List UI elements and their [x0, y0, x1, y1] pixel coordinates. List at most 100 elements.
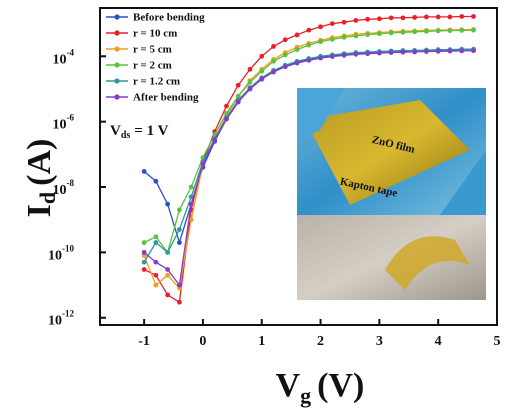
data-point — [153, 283, 158, 288]
y-tick-exponent: -6 — [67, 113, 75, 123]
data-point — [271, 59, 276, 64]
data-point — [459, 49, 464, 54]
data-point — [459, 14, 464, 19]
x-tick-label: 5 — [494, 334, 501, 349]
data-point — [236, 100, 241, 105]
y-tick-label: 10-12 — [48, 309, 74, 329]
data-point — [165, 293, 170, 298]
legend-label: r = 10 cm — [133, 28, 177, 40]
annotation: Vds= 1 V — [110, 123, 169, 141]
x-tick-label: -1 — [138, 334, 150, 349]
y-tick-label: 10-4 — [53, 47, 75, 67]
x-axis-title: Vg(V) — [276, 367, 365, 408]
data-point — [153, 234, 158, 239]
data-point — [471, 48, 476, 53]
data-point — [436, 15, 441, 20]
y-axis-title: Id(A) — [21, 139, 60, 218]
data-point — [342, 53, 347, 58]
legend-marker — [114, 14, 119, 19]
x-tick-label: 4 — [435, 334, 442, 349]
data-point — [342, 20, 347, 25]
data-point — [189, 185, 194, 190]
data-point — [318, 39, 323, 44]
data-point — [412, 50, 417, 55]
data-point — [400, 50, 405, 55]
y-tick-base: 10 — [53, 52, 67, 67]
data-point — [165, 273, 170, 278]
data-point — [318, 56, 323, 61]
data-point — [353, 52, 358, 57]
data-point — [400, 30, 405, 35]
data-point — [153, 260, 158, 265]
inset-photos: ZnO film Kapton tape — [297, 88, 486, 300]
data-point — [153, 179, 158, 184]
data-point — [389, 50, 394, 55]
x-tick-label: 3 — [376, 334, 383, 349]
data-point — [471, 14, 476, 19]
data-point — [165, 250, 170, 255]
data-point — [283, 37, 288, 42]
data-point — [259, 77, 264, 82]
legend-marker — [114, 62, 119, 67]
data-point — [248, 67, 253, 72]
data-point — [259, 69, 264, 74]
legend-marker — [114, 94, 119, 99]
y-tick-exponent: -8 — [67, 178, 75, 188]
y-tick-label: 10-6 — [53, 113, 75, 133]
data-point — [271, 70, 276, 75]
data-point — [248, 87, 253, 92]
data-point — [306, 43, 311, 48]
data-point — [365, 17, 370, 22]
legend-label: After bending — [133, 92, 199, 104]
data-point — [365, 51, 370, 56]
x-tick-label: 2 — [317, 334, 324, 349]
data-point — [201, 162, 206, 167]
data-point — [318, 24, 323, 29]
data-point — [330, 37, 335, 42]
legend-label: r = 1.2 cm — [133, 76, 180, 88]
data-point — [177, 227, 182, 232]
data-point — [259, 54, 264, 59]
data-point — [142, 240, 147, 245]
data-point — [306, 28, 311, 33]
data-point — [142, 169, 147, 174]
data-point — [400, 15, 405, 20]
data-point — [142, 267, 147, 272]
data-point — [448, 49, 453, 54]
data-point — [295, 47, 300, 52]
y-tick-exponent: -10 — [62, 243, 74, 253]
data-point — [377, 51, 382, 56]
legend-marker — [114, 46, 119, 51]
data-point — [271, 44, 276, 49]
data-point — [153, 240, 158, 245]
data-point — [448, 15, 453, 20]
data-point — [471, 28, 476, 33]
data-point — [142, 250, 147, 255]
data-point — [436, 49, 441, 54]
data-point — [236, 83, 241, 88]
data-point — [165, 202, 170, 207]
data-point — [330, 54, 335, 59]
legend-marker — [114, 78, 119, 83]
data-point — [283, 64, 288, 69]
data-point — [424, 29, 429, 34]
x-tick-label: 1 — [258, 334, 265, 349]
data-point — [342, 35, 347, 40]
data-point — [189, 202, 194, 207]
data-point — [389, 30, 394, 35]
data-point — [412, 15, 417, 20]
data-point — [212, 137, 217, 142]
data-point — [224, 104, 229, 109]
legend-marker — [114, 30, 119, 35]
data-point — [377, 16, 382, 21]
y-tick-label: 10-10 — [48, 243, 74, 263]
data-point — [295, 61, 300, 66]
data-point — [330, 21, 335, 26]
data-point — [459, 28, 464, 33]
data-point — [306, 58, 311, 63]
y-tick-exponent: -12 — [62, 309, 74, 319]
data-point — [424, 49, 429, 54]
data-point — [448, 28, 453, 33]
data-point — [177, 240, 182, 245]
x-tick-label: 0 — [199, 334, 206, 349]
